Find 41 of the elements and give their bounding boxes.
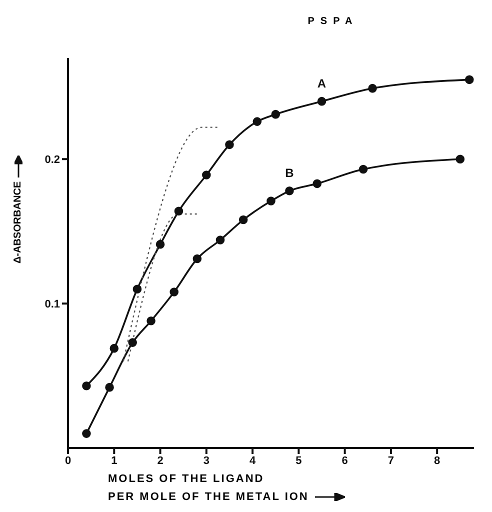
point	[170, 288, 179, 296]
point	[456, 154, 465, 164]
point	[82, 381, 91, 390]
y-tick-label: 0.2	[44, 154, 60, 166]
point	[192, 254, 202, 264]
point	[146, 316, 156, 326]
x-tick-label: 1	[111, 454, 118, 467]
x-tick-label: 5	[296, 454, 302, 467]
point	[368, 84, 377, 93]
point	[252, 117, 262, 126]
point	[312, 179, 322, 188]
point	[202, 170, 211, 180]
point	[317, 96, 326, 106]
point	[105, 382, 114, 392]
x-tick-label: 4	[249, 454, 256, 467]
point	[110, 344, 119, 353]
x-tick-label: 3	[203, 454, 210, 467]
point	[174, 206, 184, 216]
x-tick-label: 6	[342, 454, 348, 467]
point	[132, 284, 142, 294]
series-label: B	[285, 166, 294, 180]
x-tick-label: 7	[388, 454, 394, 467]
point	[225, 140, 234, 150]
point	[216, 236, 225, 244]
x-axis-title: MOLES OF THE LIGAND PER MOLE OF THE METAL ION	[108, 472, 310, 505]
y-axis-title: Δ-ABSORBANCE	[12, 181, 24, 264]
point	[358, 164, 368, 174]
x-tick-label: 0	[64, 454, 72, 467]
point	[82, 429, 91, 438]
chart-title: PSPA	[306, 16, 360, 27]
point	[128, 338, 137, 347]
point	[271, 110, 280, 119]
point	[266, 196, 276, 206]
point	[285, 186, 294, 196]
series-label: A	[317, 76, 326, 90]
x-tick-label: 8	[434, 454, 440, 467]
point	[464, 75, 474, 84]
y-tick-label: 0.1	[44, 298, 60, 310]
point	[238, 215, 248, 224]
point	[156, 240, 165, 249]
x-tick-label: 2	[157, 454, 164, 467]
